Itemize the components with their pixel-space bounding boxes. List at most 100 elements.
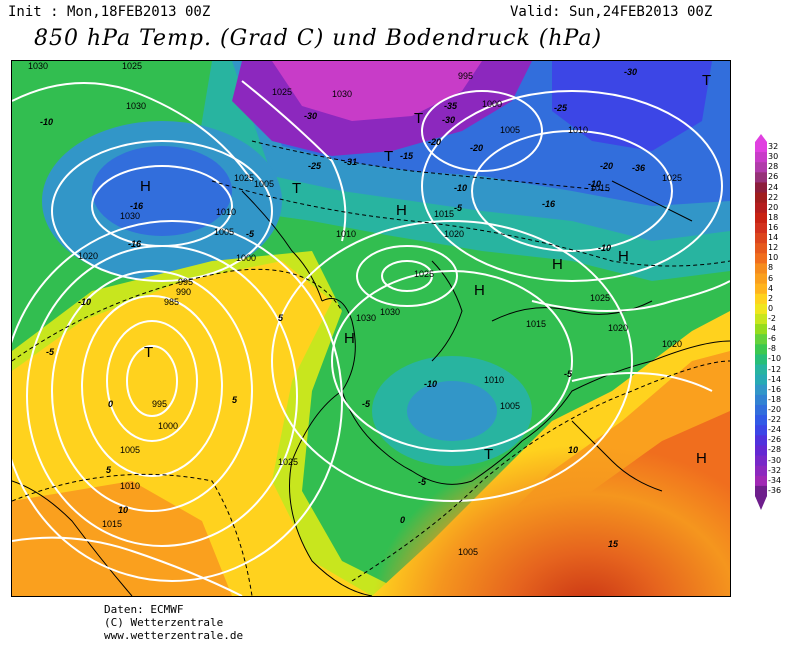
center-label: H [140,178,151,195]
scale-swatch [755,415,767,426]
temp-label: -20 [470,143,483,153]
temp-label: -20 [600,161,613,171]
scale-label: -26 [768,435,782,445]
temp-label: 5 [232,395,238,405]
pressure-label: 1015 [590,183,610,193]
scale-swatch [755,354,767,366]
temp-label: -5 [246,229,255,239]
temp-label: -31 [344,157,357,167]
scale-label: 6 [768,273,774,283]
pressure-label: 1010 [336,229,356,239]
pressure-label: 1030 [28,61,48,71]
temp-label: -10 [598,243,611,253]
scale-swatch [755,455,767,467]
scale-swatch [755,394,767,406]
pressure-label: 995 [458,71,473,81]
scale-label: -4 [768,324,776,334]
scale-label: -36 [768,485,782,495]
temp-band-magenta [272,61,482,121]
scale-swatch [755,212,767,224]
temp-label: 0 [108,399,113,409]
scale-swatch [755,253,767,264]
temp-label: -5 [362,399,371,409]
scale-swatch [755,364,767,376]
scale-label: 14 [768,233,779,243]
temp-label: -36 [632,163,646,173]
temp-label: -30 [624,67,637,77]
scale-swatch [755,172,767,183]
pressure-label: 995 [152,399,167,409]
center-label: T [484,446,493,463]
scale-label: -20 [768,405,782,415]
scale-label: 10 [768,253,779,263]
scale-swatch [755,465,767,477]
pressure-label: 1005 [214,227,234,237]
center-label: T [702,72,711,89]
scale-arrow-top [755,134,767,142]
pressure-label: 1020 [662,339,682,349]
temp-label: -30 [304,111,317,121]
pressure-label: 1005 [458,547,478,557]
scale-swatch [755,475,767,487]
temp-label: -5 [46,347,55,357]
pressure-label: 1005 [500,401,520,411]
temp-label: -20 [428,137,441,147]
valid-time: Valid: Sun,24FEB2013 00Z [510,4,713,20]
scale-swatch [755,344,767,355]
scale-swatch [755,445,767,457]
temp-label: -10 [40,117,53,127]
map-title: 850 hPa Temp. (Grad C) und Bodendruck (h… [34,26,603,51]
temp-label: -35 [444,101,458,111]
pressure-label: 1030 [332,89,352,99]
pressure-label: 1030 [120,211,140,221]
center-label: T [414,110,423,127]
scale-label: -10 [768,354,782,364]
pressure-label: 1010 [120,481,140,491]
scale-label: -6 [768,334,776,344]
scale-label: -30 [768,455,782,465]
pressure-labels: 1025 1030 1025 1030 995 1000 1005 1010 1… [28,61,682,557]
scale-label: -34 [768,475,782,485]
credits: Daten: ECMWF (C) Wetterzentrale www.wett… [104,603,243,642]
scale-swatch [755,263,767,274]
scale-label: 2 [768,293,774,303]
scale-swatch [755,152,767,163]
scale-label: 8 [768,263,774,273]
pressure-label: 1025 [662,173,682,183]
temp-label: -16 [128,239,142,249]
credit-website[interactable]: www.wetterzentrale.de [104,629,244,642]
pressure-label: 1010 [568,125,588,135]
pressure-label: 1010 [216,207,236,217]
scale-label: -2 [768,314,776,323]
temp-label: 10 [568,445,578,455]
center-label: H [396,202,407,219]
pressure-label: 1000 [482,99,502,109]
isobars [12,80,730,596]
scale-label: -22 [768,415,782,425]
temp-band-deepblue [552,61,712,151]
temp-label: -10 [588,179,601,189]
pressure-label: 1030 [356,313,376,323]
center-label: T [292,180,301,197]
pressure-label: 1020 [444,229,464,239]
scale-swatch [755,334,767,345]
scale-label: -16 [768,384,782,394]
center-label: T [384,148,393,165]
pressure-label: 1020 [608,323,628,333]
scale-label: 30 [768,152,779,162]
center-label: T [144,344,153,361]
credit-data-source: Daten: ECMWF [104,603,184,616]
scale-swatch [755,374,767,386]
temp-labels: -10 -30 -35 -31 -25 -20 -30 -25 -20 -16 … [40,67,646,549]
scale-swatch [755,233,767,244]
scale-label: 22 [768,192,779,202]
scale-label: -14 [768,374,782,384]
pressure-label: 995 [178,277,193,287]
pressure-label: 1005 [500,125,520,135]
isotherms [12,140,730,596]
temp-label: 5 [278,313,284,323]
pressure-label: 1030 [380,307,400,317]
scale-swatch [755,485,767,497]
pressure-label: 1025 [234,173,254,183]
pressure-label: 1025 [272,87,292,97]
